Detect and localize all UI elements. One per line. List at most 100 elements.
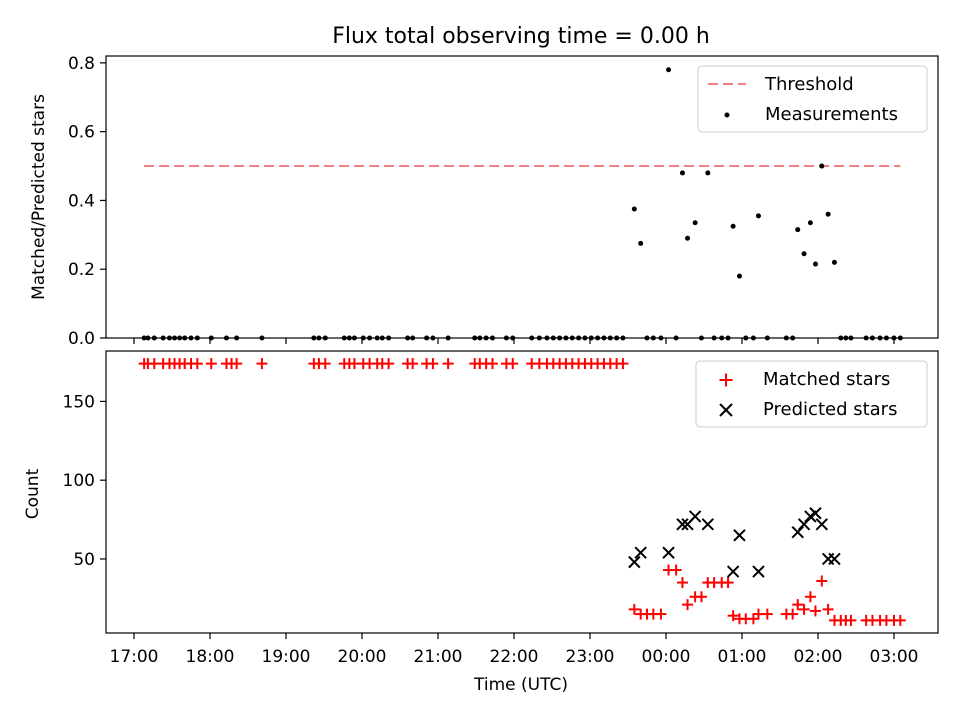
predicted-star-point: [662, 546, 675, 559]
measurement-point: [795, 227, 801, 233]
bottom-legend: Matched stars Predicted stars: [695, 360, 928, 428]
predicted-star-point: [809, 507, 822, 520]
matched-star-point: [676, 577, 688, 589]
measurement-point: [698, 335, 704, 341]
xtick-label: 23:00: [566, 647, 615, 667]
matched-star-point: [747, 613, 759, 625]
measurement-point: [477, 335, 483, 341]
measurement-point: [489, 335, 495, 341]
matched-star-point: [427, 358, 439, 370]
predicted-star-point: [676, 518, 689, 531]
top-ytick-label: 0.2: [68, 260, 95, 280]
measurement-point: [544, 335, 550, 341]
measurement-point: [595, 335, 601, 341]
top-y-axis-label: Matched/Predicted stars: [29, 94, 49, 300]
measurement-point: [730, 223, 736, 229]
top-ytick-label: 0.0: [68, 329, 95, 349]
xtick-label: 17:00: [110, 647, 159, 667]
chart-title: Flux total observing time = 0.00 h: [332, 24, 710, 49]
measurement-point: [172, 335, 178, 341]
measurement-point: [614, 335, 620, 341]
bottom-legend-box: [695, 360, 928, 428]
predicted-star-point: [726, 565, 740, 578]
measurement-point: [483, 335, 489, 341]
matched-star-point: [407, 358, 419, 370]
predicted-star-point: [828, 552, 841, 566]
xtick-label: 02:00: [794, 647, 843, 667]
measurement-point: [620, 335, 626, 341]
measurement-point: [223, 335, 229, 341]
predicted-star-point: [752, 565, 765, 578]
predicted-star-point: [701, 518, 715, 531]
xtick-label: 22:00: [490, 647, 539, 667]
bottom-ytick-label: 100: [63, 471, 95, 491]
predicted-star-point: [688, 510, 702, 523]
top-panel: 0.00.20.40.60.8 Matched/Predicted stars …: [29, 54, 939, 349]
measurement-point: [141, 335, 147, 341]
measurement-point: [750, 335, 756, 341]
measurement-point: [557, 335, 563, 341]
matched-star-point: [670, 564, 682, 576]
measurement-points: [141, 67, 903, 341]
measurement-point: [386, 335, 392, 341]
legend-measurements-label: Measurements: [765, 104, 898, 125]
measurement-point: [445, 335, 451, 341]
measurement-point: [367, 335, 373, 341]
matched-star-point: [256, 358, 268, 370]
measurement-point: [725, 335, 731, 341]
measurement-point: [679, 170, 685, 176]
top-plot-frame: [105, 55, 939, 339]
measurement-point: [764, 335, 770, 341]
measurement-point: [825, 211, 831, 217]
measurement-point: [582, 335, 588, 341]
measurement-point: [151, 335, 157, 341]
matched-star-point: [695, 591, 707, 603]
top-ytick-label: 0.6: [68, 123, 95, 143]
measurement-point: [838, 335, 844, 341]
measurement-point: [194, 335, 200, 341]
measurement-point: [658, 335, 664, 341]
measurement-point: [783, 335, 789, 341]
measurement-point: [536, 335, 542, 341]
bottom-y-axis-label: Count: [23, 468, 43, 519]
measurement-point: [869, 335, 875, 341]
measurement-point: [891, 335, 897, 341]
measurement-point: [719, 335, 725, 341]
measurement-point: [666, 67, 672, 73]
measurement-point: [576, 335, 582, 341]
matched-star-point: [682, 599, 694, 611]
measurement-point: [379, 335, 385, 341]
measurement-point: [644, 335, 650, 341]
matched-star-point: [761, 608, 773, 620]
xtick-label: 00:00: [642, 647, 691, 667]
matched-star-point: [804, 591, 816, 603]
matched-star-point: [655, 608, 667, 620]
matched-star-point: [727, 610, 739, 622]
measurement-point: [322, 335, 328, 341]
matched-star-point: [486, 358, 498, 370]
measurement-point: [601, 335, 607, 341]
measurement-point: [843, 335, 849, 341]
predicted-star-point: [791, 525, 804, 539]
legend-matched-swatch: [719, 373, 733, 387]
legend-matched-label: Matched stars: [763, 369, 890, 390]
matched-star-point: [319, 358, 331, 370]
measurement-point: [711, 335, 717, 341]
matched-star-point: [894, 614, 906, 626]
matched-stars-points: [138, 358, 906, 626]
xtick-label: 19:00: [262, 647, 311, 667]
predicted-star-point: [628, 555, 641, 569]
predicted-star-point: [733, 529, 746, 542]
matched-star-point: [231, 358, 243, 370]
matched-star-point: [442, 358, 454, 370]
measurement-point: [529, 335, 535, 341]
measurement-point: [705, 170, 711, 176]
measurement-point: [755, 213, 761, 219]
measurement-point: [510, 335, 516, 341]
measurement-point: [638, 240, 644, 246]
measurement-point: [685, 235, 691, 241]
bottom-x-ticks: 17:00 18:00 19:00 20:00 21:00 22:00 23:00 00:00…: [110, 633, 919, 667]
measurement-point: [341, 335, 347, 341]
measurement-point: [316, 335, 322, 341]
